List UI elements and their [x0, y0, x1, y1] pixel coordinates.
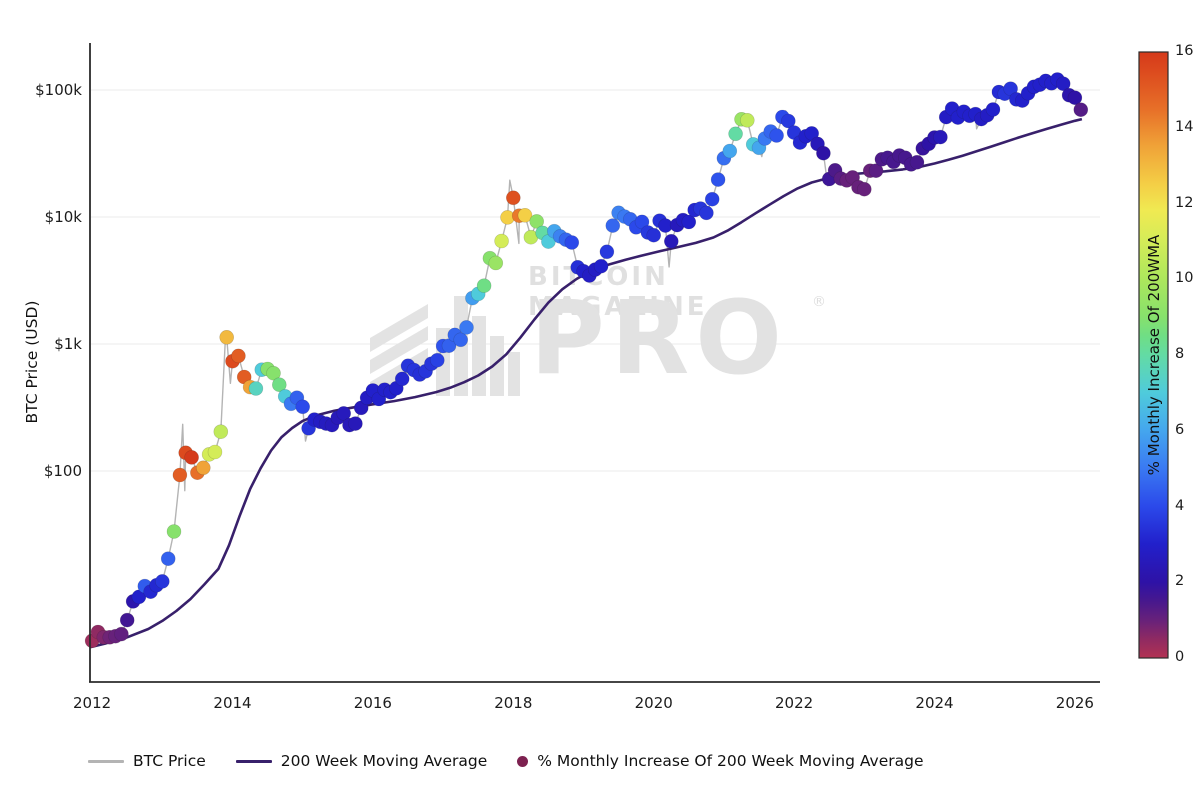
watermark: BITCOIN MAGAZINE ® PRO	[370, 256, 830, 406]
scatter-dot	[119, 612, 135, 628]
scatter-dot	[114, 626, 129, 642]
legend-item-200wma: 200 Week Moving Average	[235, 752, 488, 770]
scatter-dot	[219, 329, 234, 345]
scatter-dot	[517, 208, 533, 223]
scatter-dot	[248, 381, 264, 396]
legend-label: BTC Price	[133, 752, 206, 770]
scatter-dot	[1073, 102, 1089, 117]
scatter-dot	[593, 258, 609, 274]
scatter-dot	[1055, 76, 1071, 91]
scatter-dot	[663, 234, 679, 249]
pct-increase-dot-swatch-icon	[517, 755, 529, 767]
scatter-dot	[681, 214, 697, 230]
wma-line-swatch-icon	[235, 759, 272, 763]
scatter-dot	[213, 424, 229, 440]
scatter-dot	[933, 129, 948, 145]
chart-legend: BTC Price 200 Week Moving Average % Mont…	[88, 752, 923, 770]
scatter-dot	[453, 332, 469, 348]
scatter-dot	[646, 227, 662, 243]
scatter-dot	[155, 574, 170, 589]
scatter-dot	[605, 218, 621, 233]
bitcoin-magazine-logo-icon	[370, 296, 520, 396]
scatter-dot	[266, 365, 281, 381]
scatter-dot	[429, 352, 445, 368]
scatter-dot	[271, 377, 287, 393]
scatter-dot	[172, 467, 188, 483]
scatter-dot	[348, 416, 363, 431]
scatter-dot	[295, 399, 311, 415]
scatter-dot	[160, 551, 176, 567]
scatter-dot	[184, 450, 199, 465]
scatter-dot	[196, 460, 211, 476]
scatter-dot	[704, 191, 720, 207]
legend-label: % Monthly Increase Of 200 Week Moving Av…	[537, 752, 924, 770]
scatter-dot	[494, 233, 509, 249]
wma-line	[89, 117, 1083, 649]
scatter-dot	[728, 126, 743, 142]
watermark-pro-text: PRO	[530, 279, 789, 398]
scatter-dot	[909, 155, 925, 170]
scatter-dot	[529, 214, 545, 229]
scatter-dot	[985, 102, 1001, 117]
legend-item-pct-increase: % Monthly Increase Of 200 Week Moving Av…	[517, 752, 923, 770]
scatter-dot	[739, 113, 755, 128]
scatter-dot	[564, 235, 580, 250]
scatter-dot	[231, 348, 246, 364]
scatter-dot	[488, 255, 504, 271]
scatter-dot	[599, 244, 615, 260]
scatter-dot	[476, 278, 492, 294]
scatter-dot	[459, 320, 474, 335]
scatter-dot	[868, 163, 884, 178]
scatter-dot	[769, 128, 784, 143]
scatter-dot	[710, 172, 726, 187]
scatter-dot	[207, 444, 223, 460]
scatter-dot	[816, 145, 831, 161]
legend-item-btc-price: BTC Price	[88, 752, 206, 770]
scatter-dot	[856, 181, 872, 197]
scatter-dot	[336, 406, 352, 421]
scatter-dot	[505, 190, 521, 206]
scatter-dot	[166, 524, 182, 539]
legend-label: 200 Week Moving Average	[280, 752, 488, 770]
scatter-dot	[1067, 90, 1083, 105]
scatter-dot	[394, 371, 410, 387]
btc-price-line-swatch-icon	[88, 759, 124, 763]
colorbar	[1138, 51, 1169, 659]
scatter-dot	[722, 143, 738, 159]
chart-plot-layer	[84, 43, 1169, 683]
scatter-dot	[699, 205, 714, 221]
scatter-dot	[780, 113, 796, 129]
watermark-registered-mark: ®	[812, 294, 826, 310]
scatter-dot	[131, 589, 147, 605]
